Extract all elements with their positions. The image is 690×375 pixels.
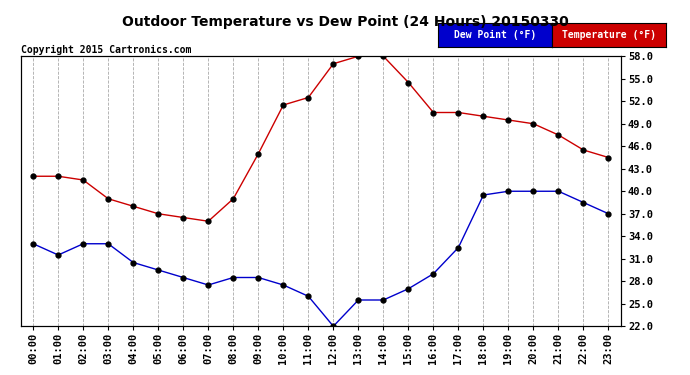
- Text: Dew Point (°F): Dew Point (°F): [454, 30, 536, 40]
- Text: Temperature (°F): Temperature (°F): [562, 30, 656, 40]
- Text: Copyright 2015 Cartronics.com: Copyright 2015 Cartronics.com: [21, 45, 191, 55]
- Text: Outdoor Temperature vs Dew Point (24 Hours) 20150330: Outdoor Temperature vs Dew Point (24 Hou…: [121, 15, 569, 29]
